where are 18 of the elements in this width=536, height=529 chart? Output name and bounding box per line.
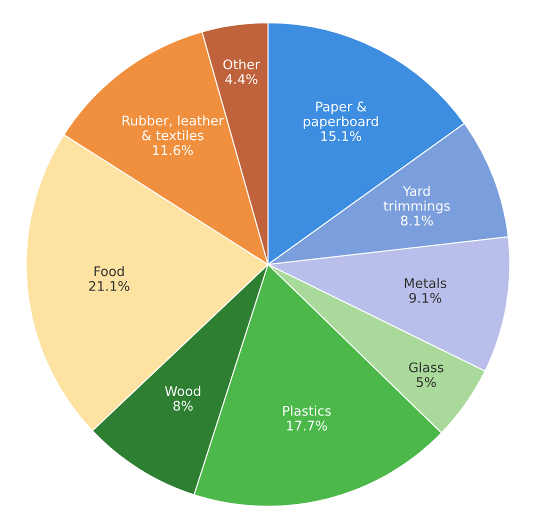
data-label: 17.7% <box>287 420 327 431</box>
data-label: 5% <box>416 377 436 388</box>
slice-label: Rubber, leather & textiles <box>122 115 224 140</box>
data-label: 9.1% <box>409 292 442 303</box>
slice-label: Wood <box>165 386 200 396</box>
slice-label: Other <box>223 59 260 70</box>
slice-label: Yard trimmings <box>384 186 450 214</box>
data-label: 8.1% <box>401 216 433 226</box>
data-label: 21.1% <box>89 280 130 291</box>
slice-label: Metals <box>404 278 446 288</box>
data-label: 11.6% <box>153 145 193 156</box>
slice-label: Glass <box>409 362 444 372</box>
data-label: 8% <box>173 400 193 411</box>
slice-label: Paper & paperboard <box>304 102 378 129</box>
slice-label: Plastics <box>283 406 331 416</box>
data-label: 15.1% <box>321 131 362 142</box>
slice-label: Food <box>94 266 124 276</box>
data-label: 4.4% <box>225 74 258 84</box>
